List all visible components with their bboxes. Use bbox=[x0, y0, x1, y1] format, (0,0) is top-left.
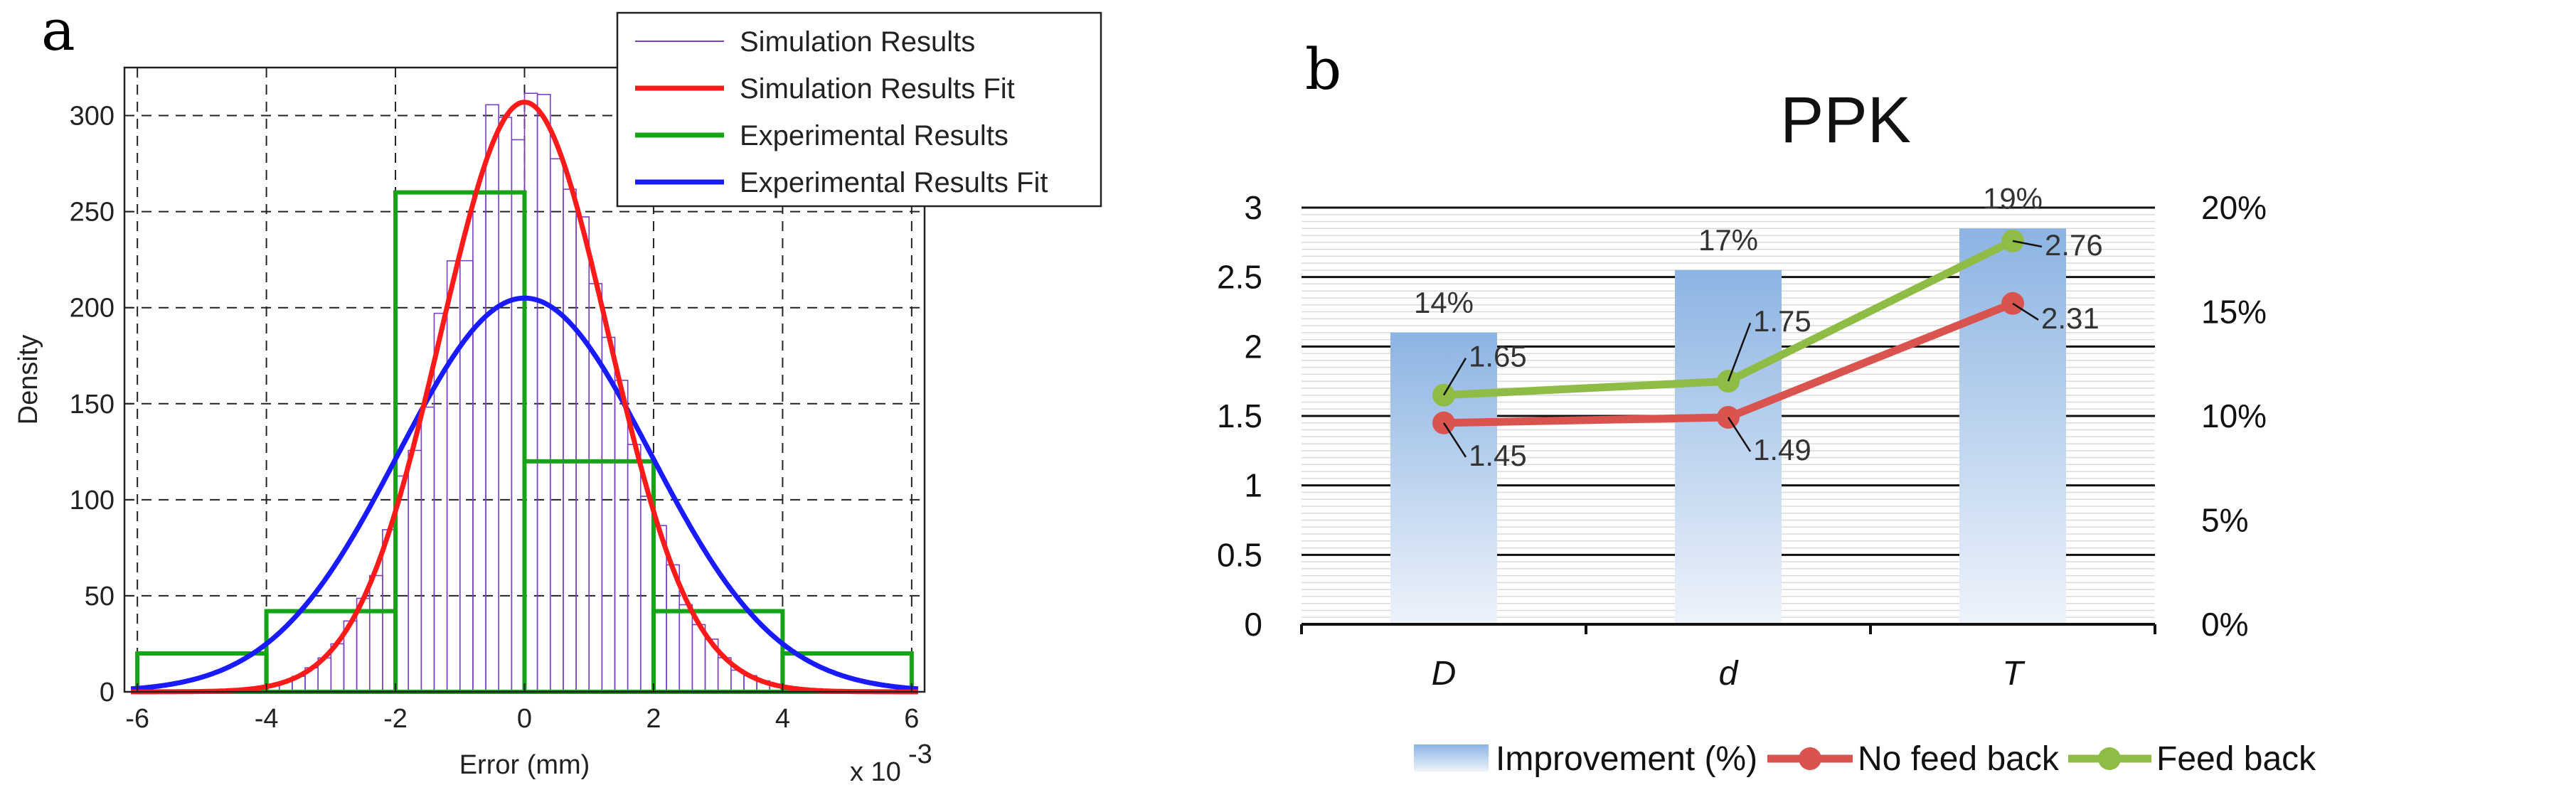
y-tick-label-a: 200 bbox=[70, 294, 115, 324]
legend-marker-feed-back bbox=[2098, 747, 2121, 770]
no-feed-back-value-label: 1.45 bbox=[1469, 439, 1527, 472]
panel-b-chart: PPK 14% 17% 19% D d T 0 0.5 1 1.5 2 2.5 3 0% 5% 10% 15% 20… bbox=[1217, 84, 2316, 778]
right-y-tick-label-b: 0% bbox=[2201, 606, 2248, 643]
leader-line bbox=[1442, 358, 1467, 396]
left-y-tick-label-b: 2.5 bbox=[1217, 259, 1262, 296]
legend-label-improvement: Improvement (%) bbox=[1496, 740, 1757, 778]
no-feed-back-value-label: 1.49 bbox=[1753, 433, 1811, 466]
y-axis-title-a: Density bbox=[14, 335, 43, 425]
chart-title-b: PPK bbox=[1780, 84, 1911, 156]
improvement-bar-label: 17% bbox=[1698, 223, 1758, 257]
improvement-bar bbox=[1390, 332, 1497, 624]
legend-label-a: Simulation Results Fit bbox=[740, 73, 1015, 105]
x-tick-label-a: -6 bbox=[125, 704, 149, 734]
category-label-b: D bbox=[1432, 655, 1457, 693]
leader-line bbox=[2012, 302, 2039, 321]
legend-swatch-improvement bbox=[1414, 744, 1489, 771]
y-tick-label-a: 300 bbox=[70, 102, 115, 132]
legend-label-a: Experimental Results Fit bbox=[740, 167, 1048, 198]
feed-back-value-label: 2.76 bbox=[2045, 228, 2103, 262]
x-axis-title-a: Error (mm) bbox=[459, 750, 590, 780]
left-y-tick-label-b: 3 bbox=[1244, 189, 1262, 226]
improvement-bar-label: 19% bbox=[1983, 181, 2043, 215]
right-y-tick-label-b: 20% bbox=[2201, 189, 2267, 226]
panel-a-letter: a bbox=[41, 0, 75, 63]
left-y-tick-label-b: 0 bbox=[1244, 606, 1262, 643]
legend-label-a: Simulation Results bbox=[740, 26, 975, 58]
legend-label-feed-back: Feed back bbox=[2156, 740, 2316, 778]
left-y-tick-label-b: 1.5 bbox=[1217, 397, 1262, 434]
leader-line bbox=[1727, 322, 1752, 382]
y-tick-label-a: 150 bbox=[70, 390, 115, 420]
leader-line bbox=[2012, 240, 2043, 248]
legend-marker-no-feed-back bbox=[1799, 747, 1821, 770]
exp-fit-curve bbox=[130, 295, 919, 692]
y-tick-label-a: 100 bbox=[70, 486, 115, 515]
x-tick-label-a: -4 bbox=[255, 704, 279, 734]
category-label-b: T bbox=[2002, 655, 2026, 693]
improvement-bar bbox=[1959, 228, 2066, 624]
right-y-tick-label-b: 5% bbox=[2201, 502, 2248, 539]
feed-back-value-label: 1.75 bbox=[1753, 304, 1811, 338]
leader-line bbox=[1442, 422, 1467, 458]
x-multiplier-exp-a: -3 bbox=[908, 739, 932, 769]
left-y-tick-label-b: 0.5 bbox=[1217, 536, 1262, 573]
x-tick-label-a: 2 bbox=[646, 704, 661, 734]
y-tick-label-a: 250 bbox=[70, 198, 115, 228]
legend-label-a: Experimental Results bbox=[740, 120, 1008, 151]
x-tick-label-a: 6 bbox=[904, 704, 919, 734]
leader-line bbox=[1727, 417, 1752, 452]
x-tick-label-a: -2 bbox=[383, 704, 408, 734]
x-tick-label-a: 4 bbox=[775, 704, 790, 734]
y-tick-label-a: 0 bbox=[100, 678, 115, 707]
improvement-bar-label: 14% bbox=[1414, 286, 1474, 319]
legend-label-no-feed-back: No feed back bbox=[1858, 740, 2060, 778]
legend-box-a bbox=[616, 11, 1102, 208]
panel-a-chart: -6 -4 -2 0 2 4 6 0 50 100 150 200 250 300 Error (mm) De… bbox=[14, 11, 1102, 787]
y-tick-label-a: 50 bbox=[85, 582, 115, 611]
right-y-tick-label-b: 10% bbox=[2201, 397, 2267, 434]
sim-fit-curve bbox=[131, 100, 918, 695]
panel-b-letter: b bbox=[1305, 36, 1341, 102]
x-multiplier-a: x 10 bbox=[850, 757, 901, 787]
left-y-tick-label-b: 2 bbox=[1244, 328, 1262, 365]
no-feed-back-value-label: 2.31 bbox=[2041, 301, 2099, 335]
feed-back-value-label: 1.65 bbox=[1469, 340, 1527, 373]
category-label-b: d bbox=[1719, 655, 1739, 693]
x-tick-label-a: 0 bbox=[517, 704, 532, 734]
improvement-bar bbox=[1675, 269, 1782, 624]
left-y-tick-label-b: 1 bbox=[1244, 467, 1262, 504]
right-y-tick-label-b: 15% bbox=[2201, 294, 2267, 331]
